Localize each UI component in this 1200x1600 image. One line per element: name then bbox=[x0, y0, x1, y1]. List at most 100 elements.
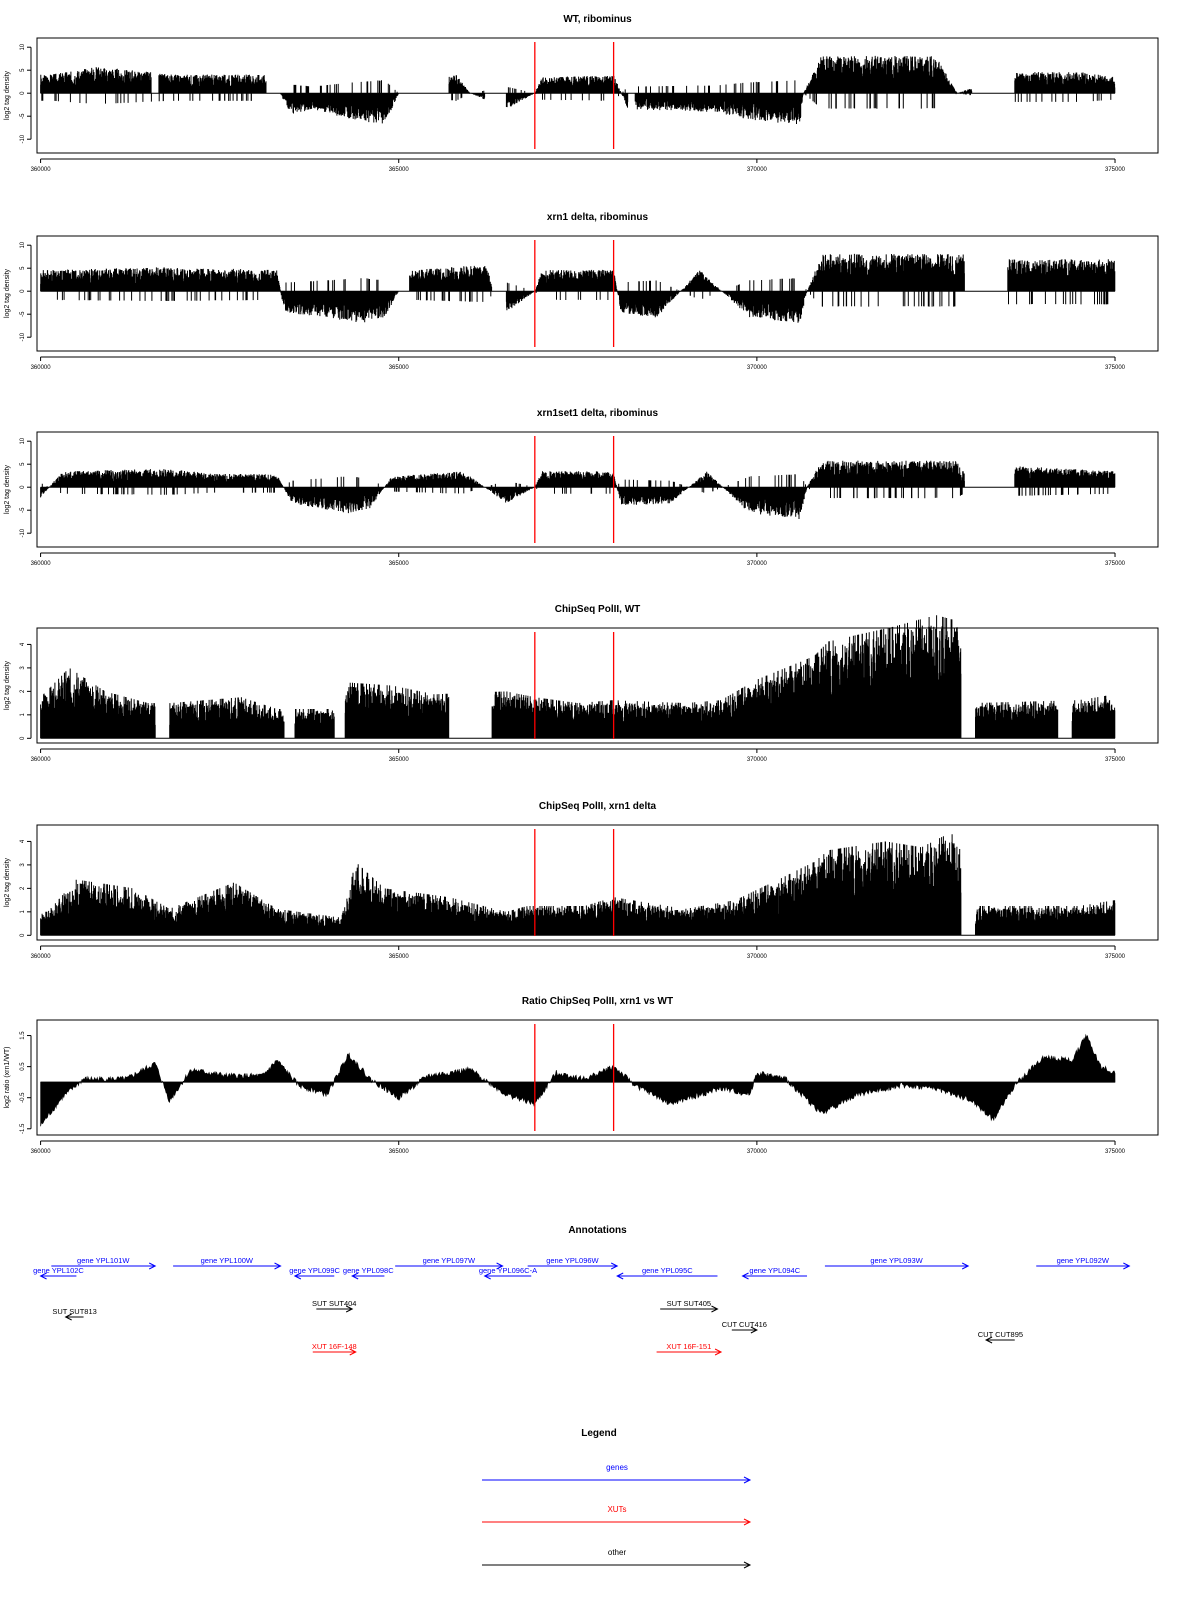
annotation-gene: gene YPL094C bbox=[741, 1266, 808, 1280]
x-tick-label: 375000 bbox=[1105, 167, 1126, 173]
annotation-arrow-head bbox=[274, 1262, 282, 1270]
y-tick-label: 4 bbox=[20, 642, 26, 646]
annotation-arrow-head bbox=[984, 1336, 993, 1344]
plot-frame bbox=[36, 235, 1159, 352]
y-tick-label: 1 bbox=[20, 713, 26, 717]
annotation-other: CUT CUT895 bbox=[978, 1330, 1023, 1344]
annotation-label: gene YPL100W bbox=[201, 1256, 254, 1265]
y-tick-label: 2 bbox=[20, 886, 26, 890]
x-tick-label: 375000 bbox=[1105, 365, 1126, 371]
annotation-other: CUT CUT416 bbox=[722, 1320, 767, 1334]
y-tick-label: 1.5 bbox=[20, 1031, 26, 1040]
annotation-arrow-head bbox=[610, 1262, 619, 1270]
annotation-gene: gene YPL096W bbox=[527, 1256, 619, 1270]
track-title: ChipSeq PolII, WT bbox=[555, 604, 641, 615]
annotation-arrow-head bbox=[483, 1272, 491, 1280]
annotation-arrow-head bbox=[293, 1272, 302, 1280]
annotation-arrow-head bbox=[750, 1326, 758, 1334]
annotation-label: SUT SUT405 bbox=[667, 1299, 711, 1308]
x-tick-label: 370000 bbox=[747, 1149, 768, 1155]
y-tick-label: -5 bbox=[20, 507, 26, 513]
annotation-label: gene YPL094C bbox=[749, 1266, 800, 1275]
annotation-arrow-head bbox=[345, 1305, 354, 1313]
x-tick-label: 365000 bbox=[389, 1149, 410, 1155]
annotation-label: SUT SUT813 bbox=[52, 1307, 96, 1316]
data-bars bbox=[40, 460, 1116, 519]
annotations-title: Annotations bbox=[568, 1225, 627, 1236]
y-tick-label: 5 bbox=[20, 68, 26, 72]
data-bars bbox=[40, 55, 1116, 124]
legend-title: Legend bbox=[581, 1428, 617, 1439]
y-tick-label: -1.5 bbox=[20, 1123, 26, 1134]
annotation-label: gene YPL093W bbox=[870, 1256, 923, 1265]
annotation-label: gene YPL097W bbox=[423, 1256, 476, 1265]
y-axis-label: log2 tag density bbox=[4, 70, 11, 120]
annotation-gene: gene YPL096C-A bbox=[479, 1266, 537, 1280]
x-tick-label: 360000 bbox=[31, 757, 52, 763]
annotation-arrow-head bbox=[351, 1272, 359, 1280]
y-tick-label: 10 bbox=[20, 437, 26, 444]
x-tick-label: 360000 bbox=[31, 365, 52, 371]
y-axis-label: log2 tag density bbox=[4, 464, 11, 514]
annotation-label: gene YPL099C bbox=[289, 1266, 340, 1275]
legend-item-other: other bbox=[482, 1548, 752, 1569]
legend-arrow-head bbox=[743, 1561, 752, 1569]
y-tick-label: -5 bbox=[20, 113, 26, 119]
annotation-arrow-head bbox=[616, 1272, 624, 1280]
y-tick-label: 0 bbox=[20, 91, 26, 95]
legend-arrow-head bbox=[743, 1476, 752, 1484]
annotation-gene: gene YPL098C bbox=[343, 1266, 394, 1280]
annotation-other: SUT SUT404 bbox=[312, 1299, 356, 1313]
y-tick-label: 0 bbox=[20, 933, 26, 937]
y-tick-label: 5 bbox=[20, 462, 26, 466]
y-tick-label: 0.5 bbox=[20, 1062, 26, 1071]
annotation-other: SUT SUT813 bbox=[52, 1307, 97, 1321]
annotation-gene: gene YPL097W bbox=[395, 1256, 504, 1270]
x-tick-label: 365000 bbox=[389, 167, 410, 173]
annotation-arrow-head bbox=[349, 1348, 357, 1356]
track-title: WT, ribominus bbox=[563, 14, 632, 25]
track-title: ChipSeq PolII, xrn1 delta bbox=[539, 801, 657, 812]
track-chipseq-wt: ChipSeq PolII, WT log2 tag density 0 1 2 3 4 36… bbox=[4, 604, 1159, 763]
plot-frame bbox=[36, 627, 1159, 744]
ratio-area bbox=[40, 1033, 1116, 1127]
annotation-gene: gene YPL093W bbox=[824, 1256, 970, 1270]
track-xrn1-ribominus: xrn1 delta, ribominus log2 tag density -10… bbox=[4, 212, 1159, 371]
track-wt-ribominus: WT, ribominus log2 tag density -10 -5 0 5 10 36… bbox=[4, 14, 1159, 173]
y-tick-label: 1 bbox=[20, 910, 26, 914]
annotation-gene: gene YPL095C bbox=[616, 1266, 718, 1280]
track-chipseq-xrn1: ChipSeq PolII, xrn1 delta log2 tag densit… bbox=[4, 801, 1159, 960]
plot-frame bbox=[36, 824, 1159, 941]
data-bars bbox=[40, 615, 1116, 739]
x-tick-label: 360000 bbox=[31, 167, 52, 173]
annotation-label: gene YPL101W bbox=[77, 1256, 130, 1265]
y-axis-label: log2 tag density bbox=[4, 268, 11, 318]
annotation-label: gene YPL092W bbox=[1057, 1256, 1110, 1265]
annotation-xut: XUT 16F-151 bbox=[656, 1342, 723, 1356]
annotation-gene: gene YPL100W bbox=[173, 1256, 282, 1270]
x-tick-label: 375000 bbox=[1105, 1149, 1126, 1155]
y-tick-label: -10 bbox=[20, 134, 26, 143]
y-axis-label: log2 tag density bbox=[4, 660, 11, 710]
y-tick-label: -10 bbox=[20, 332, 26, 341]
annotation-label: gene YPL098C bbox=[343, 1266, 394, 1275]
track-title: xrn1 delta, ribominus bbox=[547, 212, 649, 223]
annotation-arrow-head bbox=[714, 1348, 723, 1356]
y-tick-label: -0.5 bbox=[20, 1092, 26, 1103]
annotation-label: CUT CUT895 bbox=[978, 1330, 1023, 1339]
data-bars bbox=[40, 253, 1116, 323]
annotation-arrow-head bbox=[496, 1262, 504, 1270]
annotation-gene: gene YPL102C bbox=[33, 1266, 84, 1280]
annotation-label: XUT 16F-148 bbox=[312, 1342, 357, 1351]
annotation-label: CUT CUT416 bbox=[722, 1320, 767, 1329]
x-tick-label: 370000 bbox=[747, 561, 768, 567]
x-tick-label: 365000 bbox=[389, 561, 410, 567]
x-tick-label: 370000 bbox=[747, 365, 768, 371]
legend-label: XUTs bbox=[607, 1505, 626, 1514]
track-title: xrn1set1 delta, ribominus bbox=[537, 408, 659, 419]
y-tick-label: 10 bbox=[20, 43, 26, 50]
y-tick-label: -5 bbox=[20, 311, 26, 317]
